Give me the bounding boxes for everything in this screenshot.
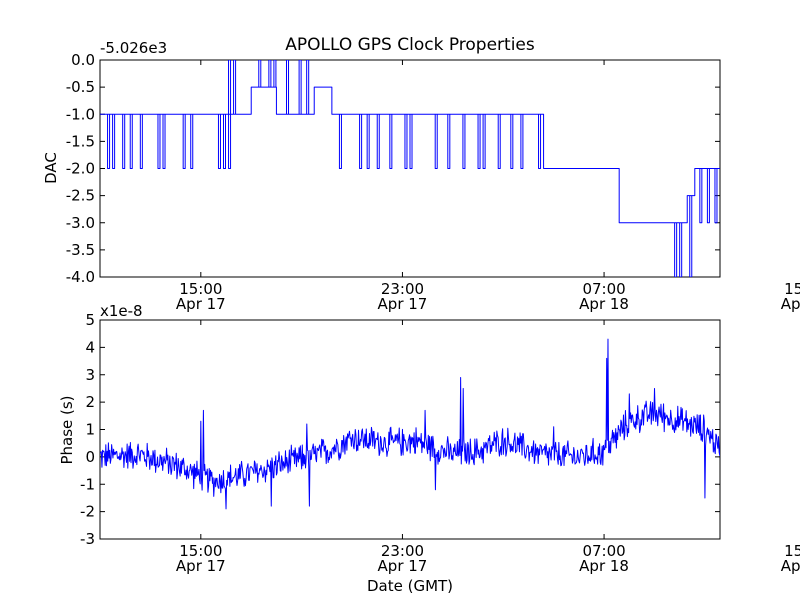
phase-y-tick-label: 3 xyxy=(85,366,95,384)
dac-spike xyxy=(404,114,408,169)
phase-y-tick-label: -3 xyxy=(80,530,95,548)
dac-spike xyxy=(497,114,501,169)
phase-scale-label: x1e-8 xyxy=(100,302,143,320)
phase-y-tick-label: 5 xyxy=(85,311,95,329)
dac-y-tick-label: -2.5 xyxy=(66,187,95,205)
dac-y-tick-label: -2.0 xyxy=(66,160,95,178)
phase-series xyxy=(100,338,720,510)
dac-y-tick-label: -0.5 xyxy=(66,78,95,96)
dac-x-tick-time: 15:00 xyxy=(179,280,222,298)
dac-ticks: 0.0 -0.5 -1.0 -1.5 -2.0 -2.5 -3.0 -3.5 -4.0 15:00… xyxy=(66,51,800,313)
dac-x-tick-time: 23:00 xyxy=(381,280,424,298)
dac-spike xyxy=(366,114,370,169)
dac-y-tick-label: -1.0 xyxy=(66,105,95,123)
dac-spike xyxy=(190,114,194,169)
dac-spike xyxy=(706,168,710,224)
dac-x-tick-time: 07:00 xyxy=(582,280,625,298)
dac-spike xyxy=(228,60,232,115)
dac-spike xyxy=(306,60,310,115)
dac-spike xyxy=(409,114,413,169)
dac-step-line xyxy=(100,86,720,224)
dac-spike xyxy=(112,114,116,169)
dac-spike xyxy=(139,114,143,169)
dac-spike xyxy=(157,114,161,169)
dac-spike xyxy=(273,60,277,88)
dac-spike xyxy=(222,114,227,169)
dac-x-tick-time: 15:00 xyxy=(784,280,800,298)
dac-spike xyxy=(233,60,237,115)
dac-spike xyxy=(462,114,466,169)
dac-spike xyxy=(520,114,524,169)
phase-y-tick-label: -2 xyxy=(80,503,95,521)
phase-x-tick-date: Apr 17 xyxy=(378,557,428,575)
dac-y-axis-label: DAC xyxy=(42,152,60,184)
dac-spike xyxy=(510,114,514,169)
dac-y-tick-label: 0.0 xyxy=(71,51,95,69)
phase-line xyxy=(100,338,720,510)
dac-x-tick-date: Apr 17 xyxy=(378,295,428,313)
dac-spike xyxy=(699,168,703,224)
dac-spike xyxy=(477,114,481,169)
dac-y-tick-label: -3.0 xyxy=(66,214,95,232)
phase-x-tick-date: Apr 18 xyxy=(781,557,800,575)
dac-x-tick-date: Apr 18 xyxy=(579,295,629,313)
dac-spike xyxy=(258,60,262,88)
dac-spike xyxy=(359,114,363,169)
x-axis-label: Date (GMT) xyxy=(367,577,453,595)
dac-spike xyxy=(182,114,186,169)
dac-spike xyxy=(434,114,438,169)
phase-y-tick-label: 0 xyxy=(85,448,95,466)
dac-spike xyxy=(268,60,272,88)
phase-y-tick-label: -1 xyxy=(80,475,95,493)
dac-panel: 0.0 -0.5 -1.0 -1.5 -2.0 -2.5 -3.0 -3.5 -4.0 15:00… xyxy=(42,39,800,313)
phase-y-tick-label: 1 xyxy=(85,421,95,439)
phase-x-tick-time: 07:00 xyxy=(582,542,625,560)
phase-y-tick-label: 4 xyxy=(85,338,95,356)
dac-spike xyxy=(286,60,290,115)
dac-spike xyxy=(389,114,393,169)
dac-spike xyxy=(674,222,678,277)
dac-spike xyxy=(714,168,718,224)
phase-y-tick-label: 2 xyxy=(85,393,95,411)
dac-series xyxy=(100,60,720,277)
phase-x-tick-time: 15:00 xyxy=(179,542,222,560)
dac-spike xyxy=(447,114,451,169)
dac-spike xyxy=(338,114,342,169)
dac-x-tick-date: Apr 17 xyxy=(176,295,226,313)
dac-y-tick-label: -4.0 xyxy=(66,268,95,286)
dac-spike xyxy=(217,114,221,169)
chart-title: APOLLO GPS Clock Properties xyxy=(285,35,535,55)
dac-spike xyxy=(162,114,166,169)
phase-x-tick-date: Apr 18 xyxy=(579,557,629,575)
dac-spike xyxy=(228,114,232,169)
dac-spike xyxy=(482,114,486,169)
dac-spike xyxy=(689,195,693,277)
dac-spike xyxy=(298,60,302,115)
dac-spike xyxy=(107,114,111,169)
dac-spike xyxy=(538,114,542,169)
dac-spike xyxy=(679,222,683,277)
phase-y-axis-label: Phase (s) xyxy=(58,395,76,464)
dac-y-tick-label: -3.5 xyxy=(66,241,95,259)
phase-x-tick-date: Apr 17 xyxy=(176,557,226,575)
phase-x-tick-time: 15:00 xyxy=(784,542,800,560)
dac-spike xyxy=(122,114,126,169)
phase-x-tick-time: 23:00 xyxy=(381,542,424,560)
dac-y-tick-label: -1.5 xyxy=(66,132,95,150)
dac-x-tick-date: Apr 18 xyxy=(781,295,800,313)
dac-offset-label: -5.026e3 xyxy=(100,39,167,57)
dac-spike xyxy=(376,114,380,169)
dac-spike xyxy=(129,114,133,169)
